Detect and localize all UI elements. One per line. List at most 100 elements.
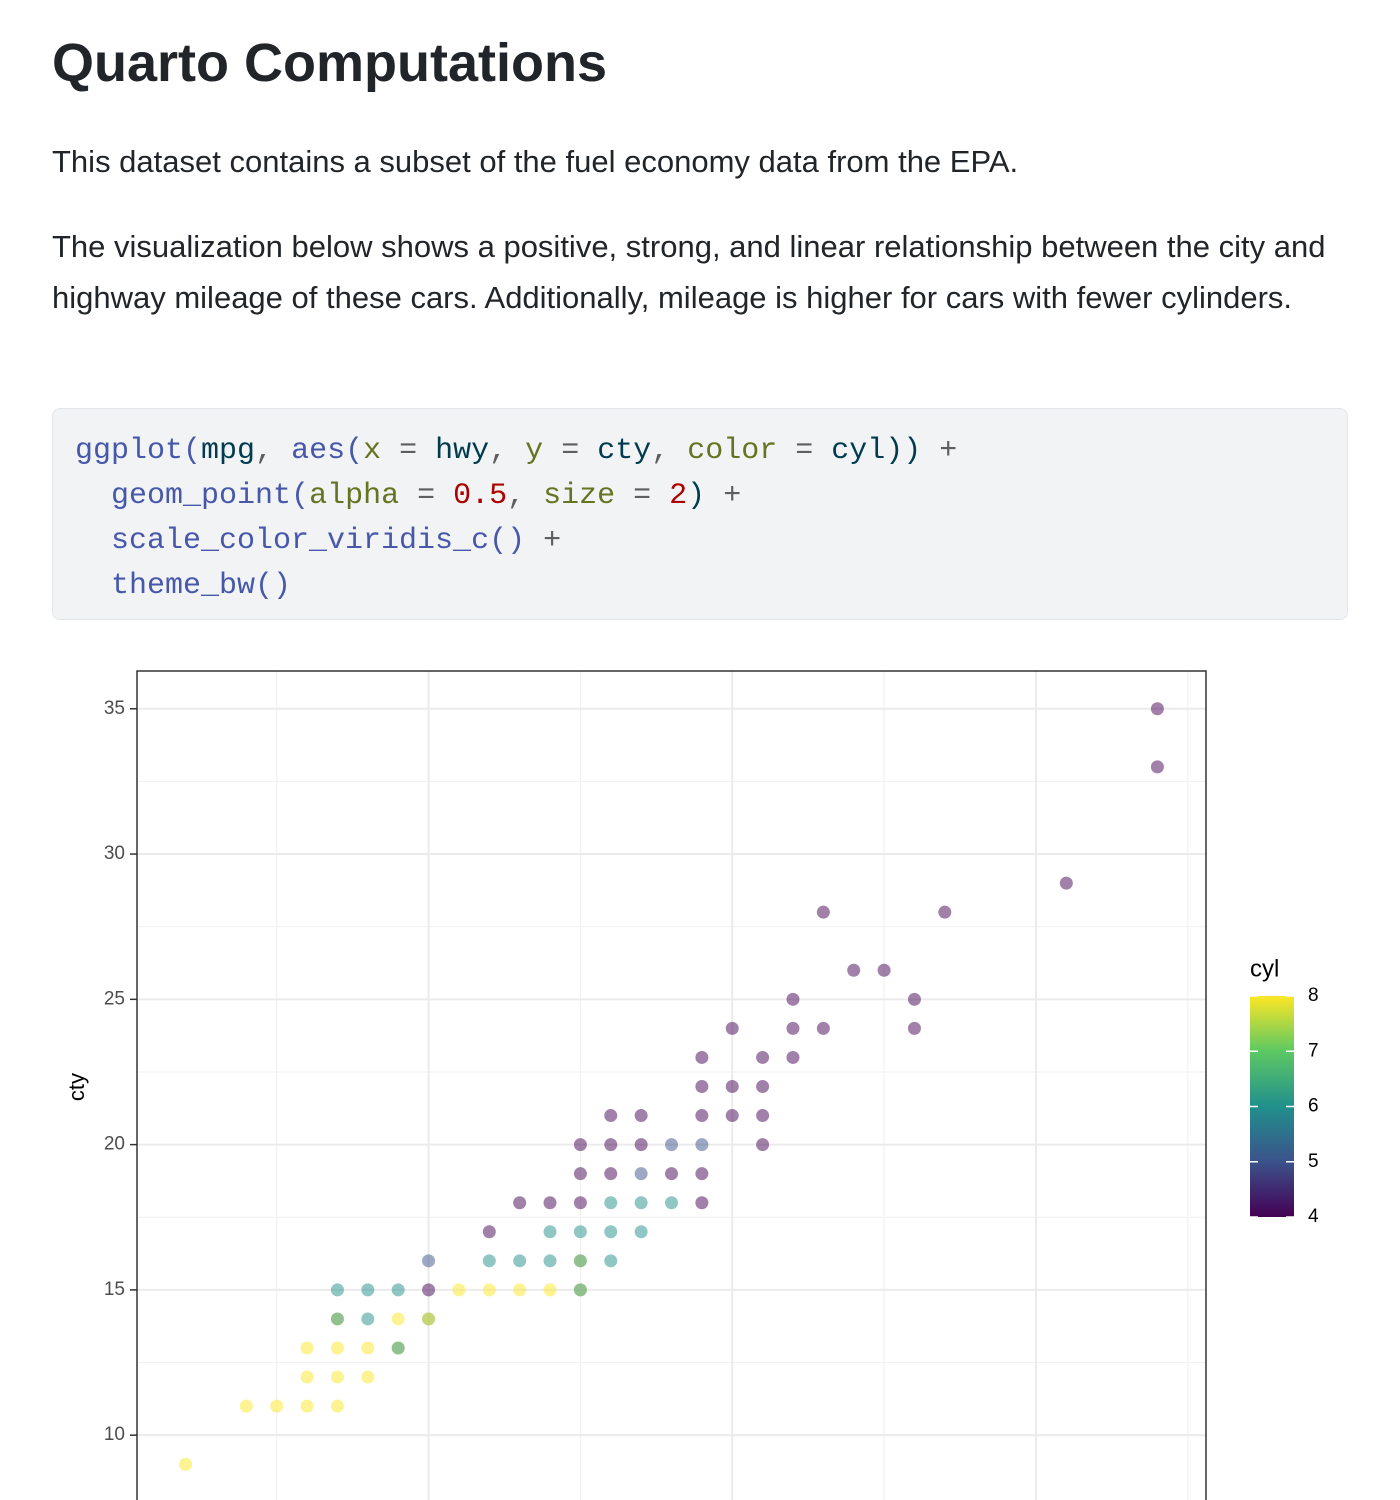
colorbar-label: 4 — [1308, 1206, 1319, 1227]
point — [361, 1312, 375, 1326]
point — [300, 1370, 314, 1384]
point — [573, 1254, 587, 1268]
code-token: = — [381, 434, 436, 468]
panel-border — [136, 670, 1207, 1500]
point — [756, 1109, 770, 1123]
code-token: 2 — [669, 479, 688, 513]
plot-panel — [137, 671, 1206, 1500]
code-token: size — [543, 479, 616, 513]
code-token: 0.5 — [453, 479, 508, 513]
point — [847, 963, 861, 977]
point — [604, 1167, 618, 1181]
point — [361, 1370, 375, 1384]
point — [573, 1138, 587, 1152]
code-token: alpha — [309, 479, 400, 513]
colorbar-label: 5 — [1308, 1151, 1319, 1172]
point — [543, 1225, 557, 1239]
point — [665, 1138, 678, 1152]
point — [543, 1254, 557, 1268]
code-token: = — [615, 479, 670, 513]
point — [330, 1283, 344, 1297]
point — [634, 1167, 648, 1181]
paragraph: The visualization below shows a positive… — [52, 229, 1326, 315]
point — [665, 1167, 678, 1181]
y-tick-label: 25 — [104, 988, 125, 1009]
point — [239, 1399, 253, 1413]
paragraph: This dataset contains a subset of the fu… — [52, 144, 1019, 179]
point — [361, 1283, 375, 1297]
colorbar-label: 6 — [1308, 1096, 1319, 1117]
point — [695, 1138, 709, 1152]
code-token: ) — [687, 479, 706, 513]
point — [816, 1021, 830, 1035]
point — [907, 992, 921, 1006]
code-token: x — [363, 434, 382, 468]
code-token: cyl — [831, 434, 886, 468]
chart: cty cyl 10 15 20 25 30 35 4 5 6 7 8 — [64, 670, 1319, 1500]
point — [1059, 876, 1073, 890]
code-token: , — [255, 434, 292, 468]
code-token: ( — [345, 434, 364, 468]
point — [573, 1196, 587, 1210]
point — [300, 1399, 314, 1413]
point — [634, 1138, 648, 1152]
point — [422, 1312, 436, 1326]
code-line: ggplot(mpg, aes(x = hwy, y = cty, color … — [75, 429, 1325, 474]
point — [422, 1254, 436, 1268]
point — [756, 1050, 770, 1064]
point — [695, 1196, 709, 1210]
code-token: cty — [597, 434, 652, 468]
code-token: theme_bw — [75, 569, 256, 603]
code-token: y — [525, 434, 544, 468]
code-token: color — [687, 434, 778, 468]
point — [330, 1399, 344, 1413]
code-token: = — [399, 479, 454, 513]
y-tick-label: 30 — [104, 843, 125, 864]
page-title: Quarto Computations — [52, 33, 607, 93]
code-token: aes — [291, 434, 346, 468]
code-line: geom_point(alpha = 0.5, size = 2) + — [75, 474, 1325, 519]
point — [938, 905, 952, 919]
point — [665, 1196, 678, 1210]
point — [604, 1225, 618, 1239]
point — [634, 1196, 648, 1210]
point — [391, 1341, 405, 1355]
point — [543, 1283, 557, 1297]
point — [604, 1196, 618, 1210]
code-token: ( — [183, 434, 202, 468]
colorbar-label: 7 — [1308, 1040, 1319, 1061]
point — [604, 1138, 618, 1152]
point — [725, 1080, 739, 1093]
colorbar-label: 8 — [1308, 985, 1319, 1006]
point — [725, 1021, 739, 1035]
point — [695, 1050, 709, 1064]
point — [330, 1341, 344, 1355]
point — [270, 1399, 284, 1413]
code-token: , — [651, 434, 688, 468]
point — [634, 1109, 648, 1123]
point — [422, 1283, 436, 1297]
point — [786, 992, 800, 1006]
point — [725, 1109, 739, 1123]
point — [391, 1312, 405, 1326]
point — [786, 1050, 800, 1064]
legend-title: cyl — [1250, 955, 1279, 982]
point — [179, 1457, 193, 1471]
code-token: geom_point — [75, 479, 292, 513]
point — [452, 1283, 466, 1297]
point — [695, 1167, 709, 1181]
point — [513, 1283, 527, 1297]
code-token: + — [705, 479, 742, 513]
code-token: , — [489, 434, 526, 468]
code-token: + — [525, 524, 562, 558]
point — [391, 1283, 405, 1297]
point — [300, 1341, 314, 1355]
point — [573, 1167, 587, 1181]
code-line: theme_bw() — [75, 564, 1325, 609]
y-tick-label: 35 — [104, 698, 125, 719]
point — [330, 1312, 344, 1326]
point — [543, 1196, 557, 1210]
y-axis-label: cty — [64, 1073, 89, 1101]
point — [513, 1196, 527, 1210]
